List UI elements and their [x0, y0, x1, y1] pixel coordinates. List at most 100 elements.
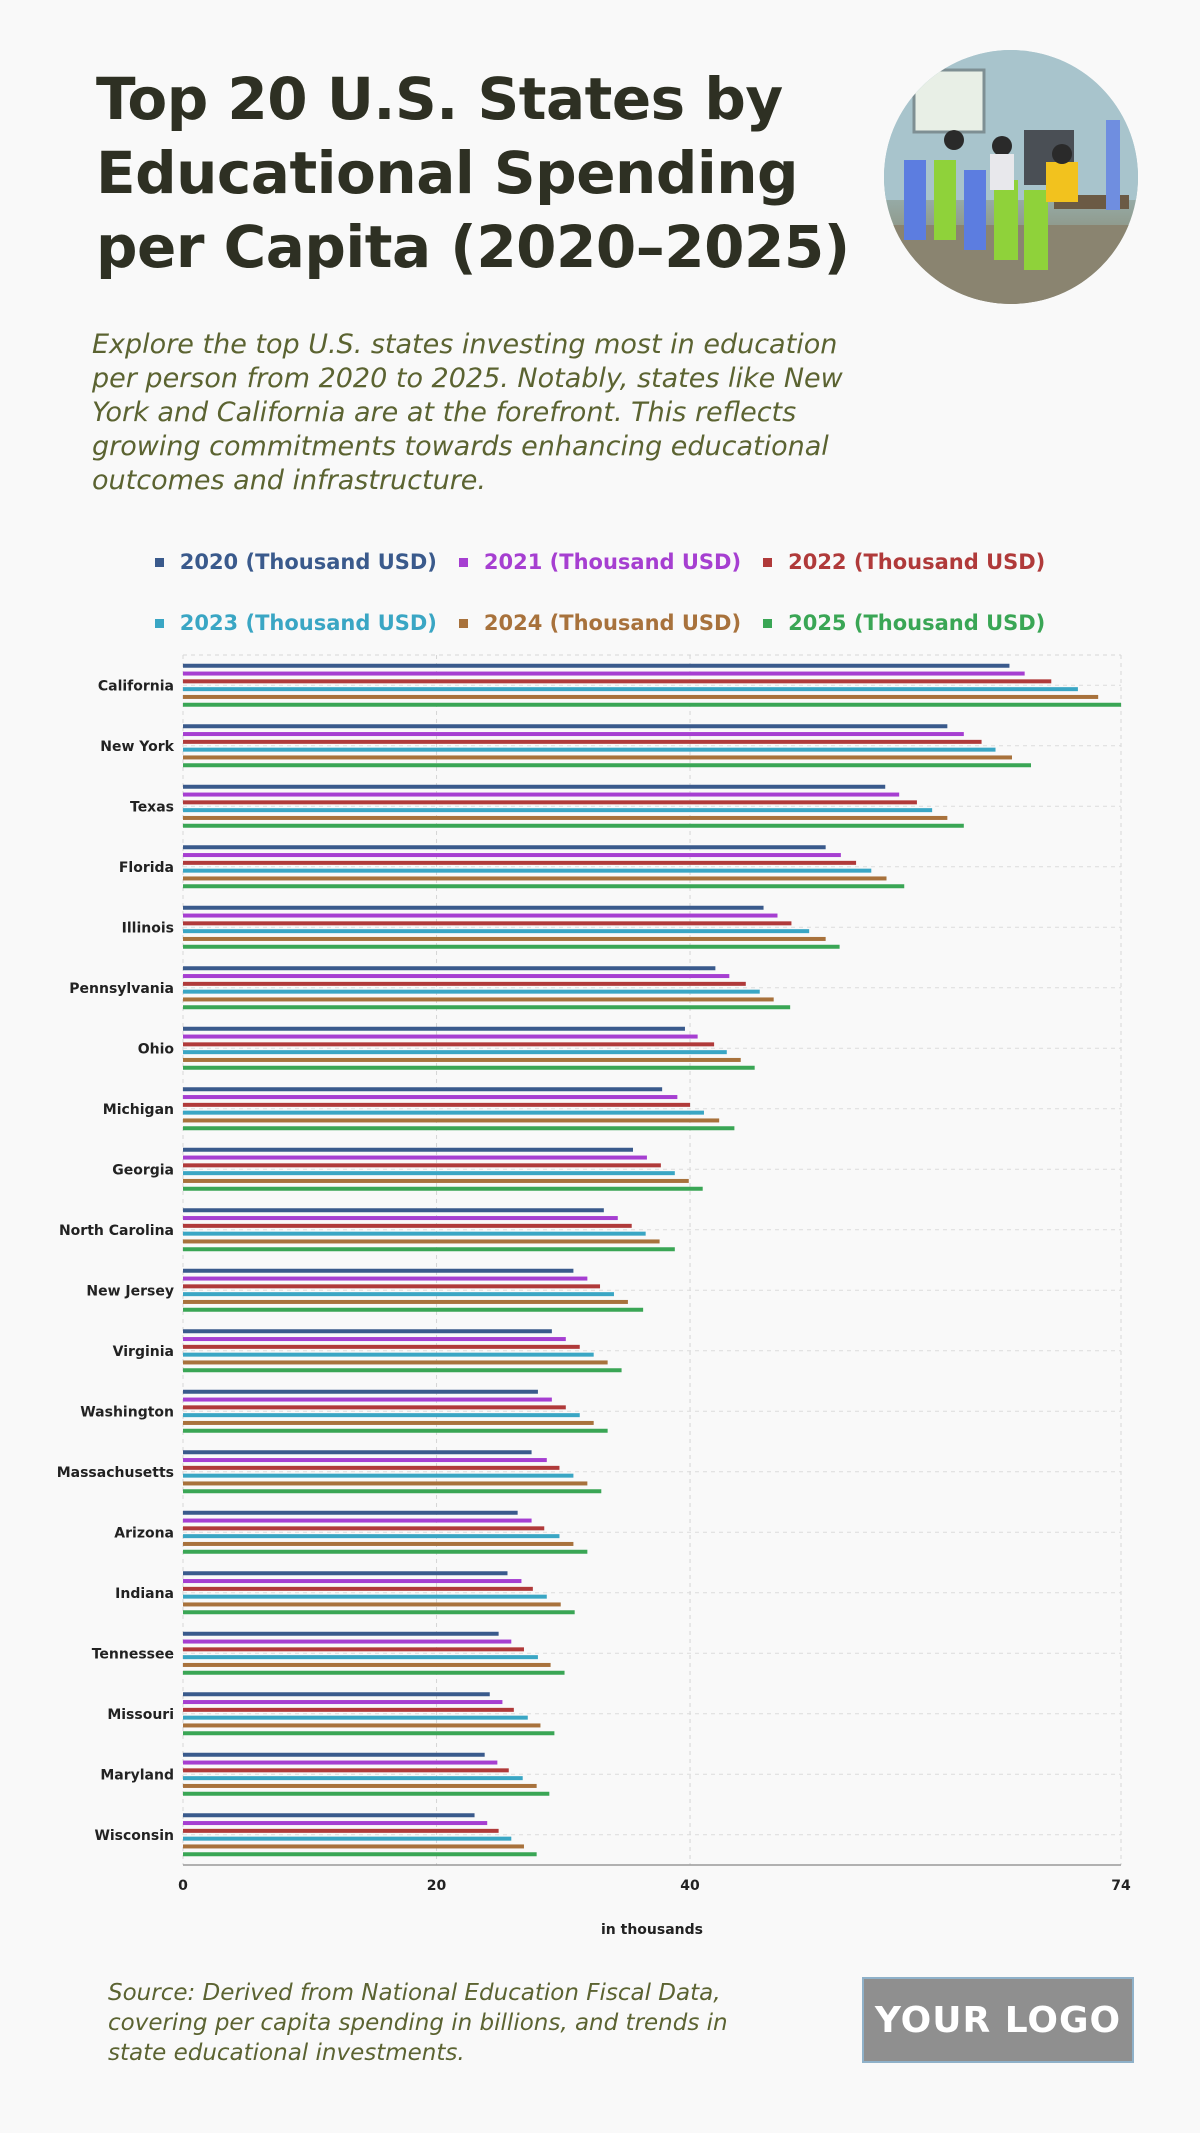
bar-texas-4[interactable] [183, 815, 948, 820]
bar-michigan-4[interactable] [183, 1118, 720, 1123]
bar-texas-2[interactable] [183, 800, 917, 805]
bar-pennsylvania-4[interactable] [183, 997, 774, 1002]
bar-florida-0[interactable] [183, 845, 826, 850]
bar-tennessee-3[interactable] [183, 1655, 538, 1660]
bar-massachusetts-3[interactable] [183, 1473, 574, 1478]
bar-michigan-5[interactable] [183, 1126, 735, 1131]
bar-massachusetts-5[interactable] [183, 1489, 602, 1494]
bar-arizona-1[interactable] [183, 1518, 532, 1523]
bar-maryland-3[interactable] [183, 1776, 523, 1781]
bar-wisconsin-5[interactable] [183, 1852, 537, 1857]
bar-missouri-0[interactable] [183, 1692, 490, 1697]
bar-georgia-1[interactable] [183, 1155, 647, 1160]
bar-virginia-0[interactable] [183, 1329, 552, 1334]
bar-north-carolina-2[interactable] [183, 1223, 632, 1228]
bar-ohio-1[interactable] [183, 1034, 698, 1039]
bar-new-york-4[interactable] [183, 755, 1012, 760]
bar-ohio-3[interactable] [183, 1050, 727, 1055]
bar-pennsylvania-2[interactable] [183, 981, 746, 986]
bar-new-york-3[interactable] [183, 747, 996, 752]
bar-virginia-1[interactable] [183, 1337, 566, 1342]
bar-missouri-4[interactable] [183, 1723, 541, 1728]
legend-item[interactable]: 2024 (Thousand USD) [458, 611, 741, 635]
bar-virginia-5[interactable] [183, 1368, 622, 1373]
bar-georgia-4[interactable] [183, 1178, 689, 1183]
bar-ohio-5[interactable] [183, 1065, 755, 1070]
bar-wisconsin-3[interactable] [183, 1836, 512, 1841]
bar-tennessee-2[interactable] [183, 1647, 524, 1652]
bar-florida-5[interactable] [183, 884, 905, 889]
bar-indiana-3[interactable] [183, 1594, 547, 1599]
bar-pennsylvania-0[interactable] [183, 966, 716, 971]
bar-pennsylvania-1[interactable] [183, 974, 730, 979]
bar-indiana-0[interactable] [183, 1571, 508, 1576]
bar-florida-2[interactable] [183, 860, 857, 865]
legend-item[interactable]: 2025 (Thousand USD) [763, 611, 1045, 635]
bar-virginia-2[interactable] [183, 1344, 580, 1349]
bar-washington-4[interactable] [183, 1420, 594, 1425]
bar-washington-3[interactable] [183, 1413, 580, 1418]
bar-georgia-5[interactable] [183, 1186, 703, 1191]
bar-missouri-3[interactable] [183, 1715, 528, 1720]
bar-texas-5[interactable] [183, 823, 964, 828]
legend-item[interactable]: 2022 (Thousand USD) [763, 550, 1045, 574]
bar-ohio-0[interactable] [183, 1026, 685, 1031]
bar-illinois-1[interactable] [183, 913, 778, 918]
bar-north-carolina-1[interactable] [183, 1216, 618, 1221]
bar-washington-1[interactable] [183, 1397, 552, 1402]
bar-new-jersey-5[interactable] [183, 1307, 644, 1312]
bar-massachusetts-0[interactable] [183, 1450, 532, 1455]
bar-arizona-2[interactable] [183, 1526, 545, 1531]
bar-georgia-0[interactable] [183, 1147, 633, 1152]
legend-item[interactable]: 2021 (Thousand USD) [458, 550, 741, 574]
bar-ohio-4[interactable] [183, 1057, 741, 1062]
bar-massachusetts-2[interactable] [183, 1465, 560, 1470]
bar-new-york-0[interactable] [183, 724, 948, 729]
bar-indiana-5[interactable] [183, 1610, 575, 1615]
bar-florida-4[interactable] [183, 876, 887, 881]
bar-tennessee-0[interactable] [183, 1631, 499, 1636]
bar-indiana-2[interactable] [183, 1586, 533, 1591]
bar-arizona-5[interactable] [183, 1549, 588, 1554]
bar-north-carolina-4[interactable] [183, 1239, 660, 1244]
bar-illinois-4[interactable] [183, 936, 826, 941]
bar-california-5[interactable] [183, 702, 1121, 707]
bar-massachusetts-1[interactable] [183, 1458, 547, 1463]
bar-new-jersey-1[interactable] [183, 1276, 588, 1281]
bar-illinois-0[interactable] [183, 905, 764, 910]
bar-pennsylvania-5[interactable] [183, 1005, 791, 1010]
bar-texas-3[interactable] [183, 808, 933, 813]
bar-new-jersey-2[interactable] [183, 1284, 601, 1289]
bar-georgia-2[interactable] [183, 1163, 661, 1168]
bar-michigan-3[interactable] [183, 1110, 704, 1115]
bar-california-2[interactable] [183, 679, 1052, 684]
bar-indiana-4[interactable] [183, 1602, 561, 1607]
bar-wisconsin-0[interactable] [183, 1813, 475, 1818]
bar-massachusetts-4[interactable] [183, 1481, 588, 1486]
bar-arizona-0[interactable] [183, 1510, 518, 1515]
bar-wisconsin-2[interactable] [183, 1828, 499, 1833]
bar-tennessee-5[interactable] [183, 1670, 565, 1675]
bar-missouri-1[interactable] [183, 1700, 503, 1705]
bar-texas-1[interactable] [183, 792, 900, 797]
bar-pennsylvania-3[interactable] [183, 989, 760, 994]
bar-california-0[interactable] [183, 663, 1010, 668]
bar-arizona-3[interactable] [183, 1534, 560, 1539]
bar-maryland-1[interactable] [183, 1760, 498, 1765]
bar-virginia-4[interactable] [183, 1360, 608, 1365]
bar-washington-0[interactable] [183, 1389, 538, 1394]
bar-georgia-3[interactable] [183, 1171, 675, 1176]
bar-california-1[interactable] [183, 671, 1025, 676]
bar-new-jersey-4[interactable] [183, 1299, 628, 1304]
bar-north-carolina-0[interactable] [183, 1208, 604, 1213]
bar-texas-0[interactable] [183, 784, 886, 789]
legend-item[interactable]: 2020 (Thousand USD) [154, 550, 437, 574]
bar-virginia-3[interactable] [183, 1352, 594, 1357]
bar-north-carolina-3[interactable] [183, 1231, 646, 1236]
bar-tennessee-1[interactable] [183, 1639, 512, 1644]
bar-illinois-5[interactable] [183, 944, 840, 949]
bar-missouri-2[interactable] [183, 1707, 514, 1712]
bar-washington-5[interactable] [183, 1428, 608, 1433]
bar-florida-1[interactable] [183, 853, 841, 858]
bar-ohio-2[interactable] [183, 1042, 715, 1047]
